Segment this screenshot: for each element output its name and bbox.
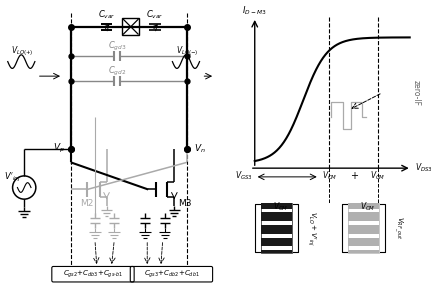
- Bar: [260, 246, 292, 250]
- Text: $C_{gd2}$: $C_{gd2}$: [108, 65, 127, 78]
- Bar: [260, 234, 292, 238]
- Text: $C_{gs2}$+$C_{db3}$+$C_{gs\text{-}b1}$: $C_{gs2}$+$C_{db3}$+$C_{gs\text{-}b1}$: [63, 269, 123, 280]
- Text: $V_{RF\_out}$: $V_{RF\_out}$: [392, 216, 404, 240]
- Text: $V_{LO(-)}$: $V_{LO(-)}$: [176, 44, 198, 58]
- Bar: [348, 203, 379, 253]
- Text: +: +: [349, 171, 358, 181]
- Text: $V_{CM}$: $V_{CM}$: [321, 170, 337, 182]
- Text: $I_{D-M3}$: $I_{D-M3}$: [242, 5, 267, 18]
- Text: $V_{LO(+)}$: $V_{LO(+)}$: [11, 44, 34, 58]
- Bar: [348, 246, 379, 250]
- Text: $V_n$: $V_n$: [194, 143, 206, 155]
- Text: $V_{GS3}$: $V_{GS3}$: [235, 170, 253, 182]
- Text: $V_{CM}$: $V_{CM}$: [273, 201, 289, 213]
- Text: $C_{var}$: $C_{var}$: [98, 9, 115, 21]
- Bar: [260, 209, 292, 213]
- Bar: [348, 209, 379, 213]
- Text: $C_{var}$: $C_{var}$: [146, 9, 164, 21]
- Text: $V_p$: $V_p$: [53, 142, 65, 155]
- Bar: [348, 234, 379, 238]
- Bar: [122, 18, 140, 36]
- Bar: [260, 203, 292, 253]
- Bar: [260, 221, 292, 225]
- Text: $C_{gd3}$: $C_{gd3}$: [108, 40, 127, 53]
- Text: $V_{DS3}$: $V_{DS3}$: [415, 162, 432, 174]
- Text: $V'_{inj}$: $V'_{inj}$: [4, 171, 21, 184]
- Text: M2: M2: [80, 200, 94, 208]
- Text: M3: M3: [178, 200, 192, 208]
- Bar: [348, 203, 379, 253]
- Text: $V_{LO}+V'_{inj}$: $V_{LO}+V'_{inj}$: [305, 211, 318, 245]
- Text: $V_{CM}$: $V_{CM}$: [370, 170, 385, 182]
- Bar: [348, 221, 379, 225]
- Text: zero-IF: zero-IF: [412, 80, 421, 106]
- Text: $C_{gs3}$+$C_{db2}$+$C_{db1}$: $C_{gs3}$+$C_{db2}$+$C_{db1}$: [143, 269, 199, 280]
- Text: $V_{CM}$: $V_{CM}$: [360, 201, 376, 213]
- Bar: [260, 203, 292, 253]
